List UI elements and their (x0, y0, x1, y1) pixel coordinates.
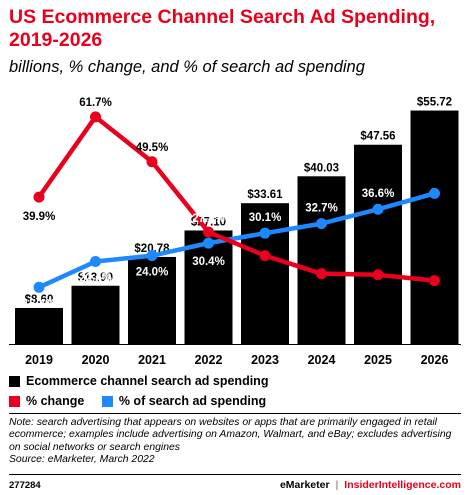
share-point-2021 (146, 250, 158, 262)
share-label-2022: 27.4% (192, 213, 225, 225)
x-tick-2023: 2023 (251, 353, 279, 367)
change-point-2019 (33, 191, 45, 203)
note-source: Source: eMarketer, March 2022 (9, 453, 155, 465)
bar-2025 (354, 144, 402, 344)
brand-emarketer: eMarketer (279, 479, 330, 491)
bar-label-2019: $8.60 (25, 294, 54, 306)
share-point-2026 (429, 187, 440, 199)
x-tick-2024: 2024 (308, 353, 336, 367)
bar-label-2023: $33.61 (247, 189, 283, 201)
x-tick-2020: 2020 (82, 353, 110, 367)
change-line (36, 114, 437, 283)
change-label-2020: 61.7% (79, 97, 112, 109)
change-label-2024: 19.1% (305, 284, 338, 296)
note-divider (9, 413, 461, 414)
legend-label-red: % change (26, 394, 85, 408)
bar-2024 (297, 176, 346, 344)
share-point-2024 (316, 218, 327, 230)
change-point-2022 (203, 226, 214, 238)
share-line (36, 191, 437, 290)
share-label-2025: 36.6% (362, 188, 395, 200)
change-point-2020 (90, 111, 101, 123)
change-point-2023 (259, 250, 271, 262)
change-label-2022: 30.4% (192, 256, 225, 268)
legend-swatch-bar (9, 375, 20, 387)
chart-canvas: $8.60$13.90$20.78$27.10$33.61$40.03$47.5… (9, 97, 461, 367)
x-tick-2019: 2019 (25, 353, 53, 367)
x-tick-2026: 2026 (421, 353, 449, 367)
share-point-2022 (203, 237, 214, 249)
footer: 277284 eMarketer | InsiderIntelligence.com (0, 475, 470, 495)
share-label-2019: 15.4% (23, 298, 56, 310)
legend-label-blue: % of search ad spending (118, 394, 267, 408)
share-point-2025 (372, 203, 384, 215)
brand-insider: InsiderIntelligence.com (344, 479, 461, 491)
bar-label-2026: $55.72 (417, 97, 452, 109)
bar-2023 (241, 203, 289, 344)
bar-2022 (184, 230, 233, 344)
change-label-2021: 49.5% (136, 142, 169, 154)
share-point-2019 (33, 281, 45, 293)
footer-brand: eMarketer | InsiderIntelligence.com (280, 479, 461, 491)
share-label-2026: 40.9% (418, 172, 451, 184)
share-label-2021: 24.0% (136, 267, 169, 279)
share-label-2024: 32.7% (305, 203, 338, 215)
change-point-2026 (429, 275, 440, 287)
share-point-2023 (259, 227, 271, 239)
legend-item-bar: Ecommerce channel search ad spending (9, 374, 268, 388)
legend-row-1: Ecommerce channel search ad spending (9, 374, 282, 390)
x-tick-2022: 2022 (195, 353, 223, 367)
legend-swatch-red (9, 395, 20, 407)
bar-label-2024: $40.03 (304, 162, 339, 174)
share-label-2023: 30.1% (249, 212, 282, 224)
note-text: Note: search advertising that appears on… (9, 417, 452, 453)
bar-label-2025: $47.56 (360, 131, 395, 143)
bar-2020 (71, 285, 120, 344)
bar-2019 (15, 307, 63, 344)
chart-title: US Ecommerce Channel Search Ad Spending,… (9, 6, 436, 51)
x-tick-2021: 2021 (138, 353, 166, 367)
change-label-2019: 39.9% (23, 211, 56, 223)
chart-subtitle: billions, % change, and % of search ad s… (9, 58, 365, 76)
change-label-2026: 17.2% (418, 291, 451, 303)
x-tick-2025: 2025 (364, 353, 392, 367)
change-label-2025: 18.8% (362, 285, 395, 297)
brand-separator: | (335, 479, 339, 491)
chart-note: Note: search advertising that appears on… (9, 417, 464, 466)
change-point-2024 (316, 268, 327, 280)
change-point-2025 (372, 269, 384, 281)
share-label-2020: 22.4% (79, 273, 112, 285)
legend-item-red: % change (9, 394, 84, 408)
chart-id: 277284 (9, 480, 41, 491)
legend-swatch-blue (101, 395, 113, 407)
bar-2026 (410, 110, 459, 344)
bar-2021 (128, 256, 176, 344)
change-label-2023: 24.0% (249, 266, 282, 278)
change-point-2021 (146, 156, 158, 168)
legend-row-2: % change % of search ad spending (9, 394, 280, 410)
bar-label-2020: $13.90 (78, 272, 113, 284)
share-point-2020 (90, 256, 101, 268)
legend-label-bar: Ecommerce channel search ad spending (26, 374, 269, 388)
footer-divider (9, 474, 461, 475)
legend-item-blue: % of search ad spending (101, 394, 267, 408)
